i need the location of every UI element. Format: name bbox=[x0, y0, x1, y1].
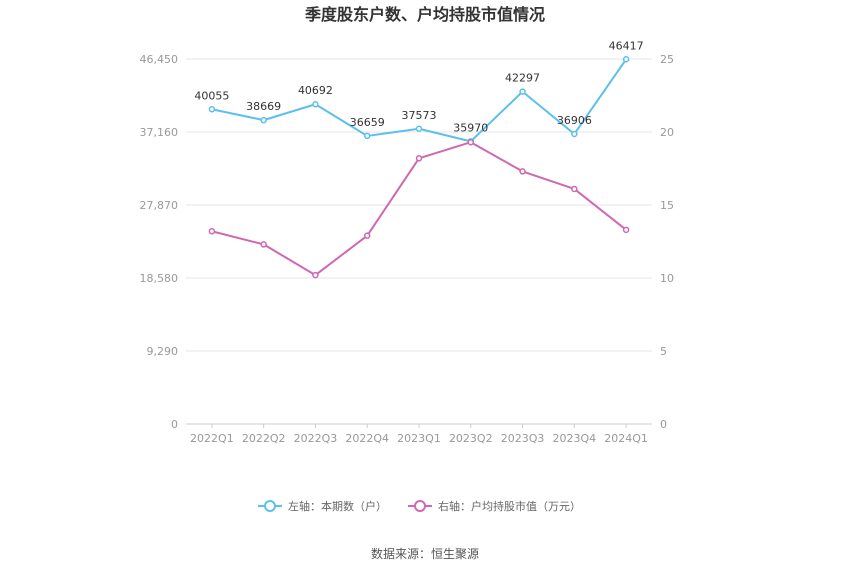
series-1-point bbox=[260, 116, 267, 124]
x-tick-label: 2022Q1 bbox=[190, 432, 234, 445]
right-tick-label: 25 bbox=[660, 53, 674, 66]
right-tick-label: 5 bbox=[660, 345, 667, 358]
legend-item-2[interactable]: 右轴：户均持股市值（万元） bbox=[408, 499, 581, 513]
data-label: 40055 bbox=[194, 89, 229, 102]
data-label: 42297 bbox=[505, 72, 540, 85]
series-2-point bbox=[415, 155, 423, 162]
x-tick-label: 2023Q4 bbox=[553, 432, 597, 445]
data-label: 37573 bbox=[402, 109, 437, 122]
right-tick-label: 20 bbox=[660, 126, 674, 139]
left-axis: 0 9,290 18,580 27,870 37,160 46,450 bbox=[140, 53, 179, 431]
series-1-point bbox=[571, 130, 578, 138]
x-tick-label: 2023Q3 bbox=[501, 432, 545, 445]
series-2-point bbox=[622, 226, 630, 234]
left-tick-label: 37,160 bbox=[140, 126, 179, 139]
data-label: 46417 bbox=[609, 39, 644, 52]
series-line-2 bbox=[211, 141, 627, 277]
x-tick-label: 2023Q2 bbox=[449, 432, 493, 445]
series-2-point bbox=[467, 138, 475, 146]
series-2-point bbox=[571, 185, 578, 193]
legend-label: 左轴：本期数（户） bbox=[288, 499, 387, 513]
x-tick-label: 2024Q1 bbox=[604, 432, 648, 445]
data-label: 35970 bbox=[453, 121, 488, 134]
data-label: 38669 bbox=[246, 100, 281, 113]
series-2-point bbox=[208, 228, 216, 235]
right-tick-label: 10 bbox=[660, 272, 674, 285]
series-1-point bbox=[208, 106, 216, 113]
series-1-point bbox=[519, 88, 526, 95]
series-2-point bbox=[312, 271, 319, 279]
left-tick-label: 46,450 bbox=[140, 53, 179, 66]
right-tick-label: 0 bbox=[660, 418, 667, 431]
left-tick-label: 0 bbox=[171, 418, 178, 431]
series-layer: 40055 38669 40692 36659 37573 35970 42297 36906… bbox=[194, 39, 644, 279]
legend-marker-icon bbox=[414, 500, 426, 512]
legend-marker-icon bbox=[264, 500, 276, 512]
source-text: 数据来源：恒生聚源 bbox=[371, 546, 479, 561]
legend-item-1[interactable]: 左轴：本期数（户） bbox=[258, 499, 387, 513]
x-axis: 2022Q1 2022Q2 2022Q3 2022Q4 2023Q1 2023Q2 2023… bbox=[190, 424, 648, 445]
x-tick-label: 2023Q1 bbox=[397, 432, 441, 445]
x-tick-label: 2022Q4 bbox=[345, 432, 389, 445]
data-label: 40692 bbox=[298, 84, 333, 97]
legend[interactable]: 左轴：本期数（户） 右轴：户均持股市值（万元） bbox=[258, 499, 581, 513]
series-2-point bbox=[519, 168, 526, 175]
series-1-point bbox=[363, 132, 371, 140]
right-axis: 0 5 10 15 20 25 bbox=[660, 53, 674, 431]
left-tick-label: 9,290 bbox=[147, 345, 179, 358]
legend-label: 右轴：户均持股市值（万元） bbox=[438, 499, 581, 513]
series-1-point bbox=[622, 56, 630, 63]
left-tick-label: 27,870 bbox=[140, 199, 179, 212]
left-tick-label: 18,580 bbox=[140, 272, 179, 285]
x-tick-label: 2022Q2 bbox=[242, 432, 286, 445]
data-label: 36906 bbox=[557, 114, 592, 127]
data-label: 36659 bbox=[350, 116, 385, 129]
series-2-point bbox=[260, 241, 267, 248]
series-2-point bbox=[363, 232, 371, 239]
right-tick-label: 15 bbox=[660, 199, 674, 212]
series-1-point bbox=[312, 100, 319, 108]
x-tick-label: 2022Q3 bbox=[294, 432, 338, 445]
series-1-point bbox=[415, 125, 423, 133]
chart-title: 季度股东户数、户均持股市值情况 bbox=[304, 5, 545, 24]
